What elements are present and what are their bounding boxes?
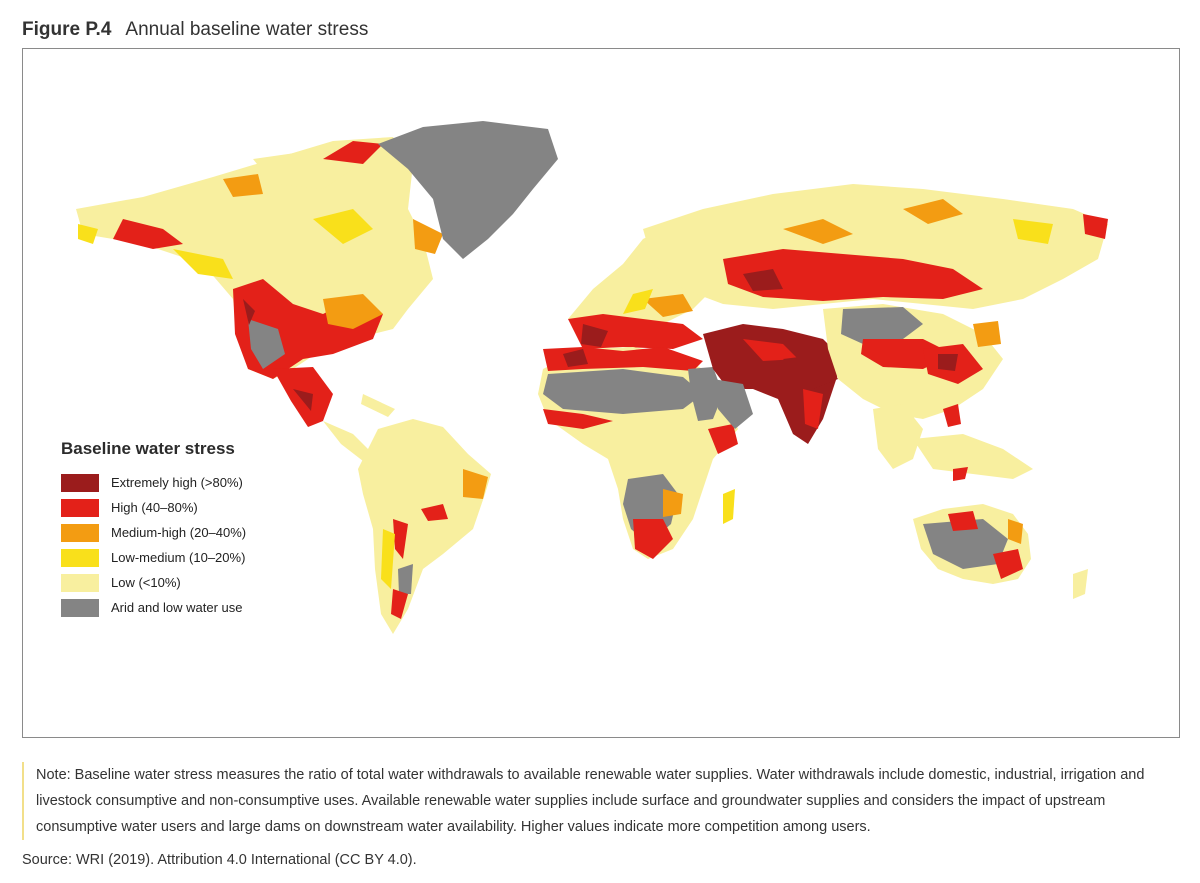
legend-swatch	[61, 523, 99, 542]
north-asia-region	[643, 184, 1108, 309]
map-frame: Baseline water stress Extremely high (>8…	[22, 48, 1180, 738]
map-legend: Baseline water stress Extremely high (>8…	[61, 439, 246, 620]
greenland-region	[378, 121, 558, 259]
legend-item: Arid and low water use	[61, 595, 246, 620]
legend-swatch	[61, 598, 99, 617]
figure-note: Note: Baseline water stress measures the…	[22, 762, 1182, 840]
southeast-asia-region	[873, 404, 1033, 481]
legend-item: Low (<10%)	[61, 570, 246, 595]
africa-region	[538, 347, 738, 559]
legend-title: Baseline water stress	[61, 439, 235, 458]
legend-item: Extremely high (>80%)	[61, 470, 246, 495]
legend-label: Arid and low water use	[111, 600, 243, 615]
legend-swatch	[61, 548, 99, 567]
figure-number: Figure P.4	[22, 19, 112, 40]
legend-swatch	[61, 473, 99, 492]
figure-source: Source: WRI (2019). Attribution 4.0 Inte…	[22, 852, 417, 868]
world-map	[76, 121, 1108, 634]
legend-item: Medium-high (20–40%)	[61, 520, 246, 545]
legend-item: High (40–80%)	[61, 495, 246, 520]
figure-title: Figure P.4 Annual baseline water stress	[22, 19, 368, 41]
legend-label: Low (<10%)	[111, 575, 181, 590]
legend-label: High (40–80%)	[111, 500, 198, 515]
legend-label: Extremely high (>80%)	[111, 475, 243, 490]
legend-swatch	[61, 573, 99, 592]
middle-east-south-asia-region	[703, 324, 843, 444]
north-america-region	[76, 137, 443, 461]
legend-item: Low-medium (10–20%)	[61, 545, 246, 570]
australia-region	[913, 504, 1088, 599]
legend-label: Medium-high (20–40%)	[111, 525, 247, 540]
figure-title-text: Annual baseline water stress	[125, 19, 369, 40]
legend-swatch	[61, 498, 99, 517]
south-america-region	[358, 419, 491, 634]
legend-label: Low-medium (10–20%)	[111, 550, 246, 565]
east-asia-region	[823, 304, 1003, 419]
